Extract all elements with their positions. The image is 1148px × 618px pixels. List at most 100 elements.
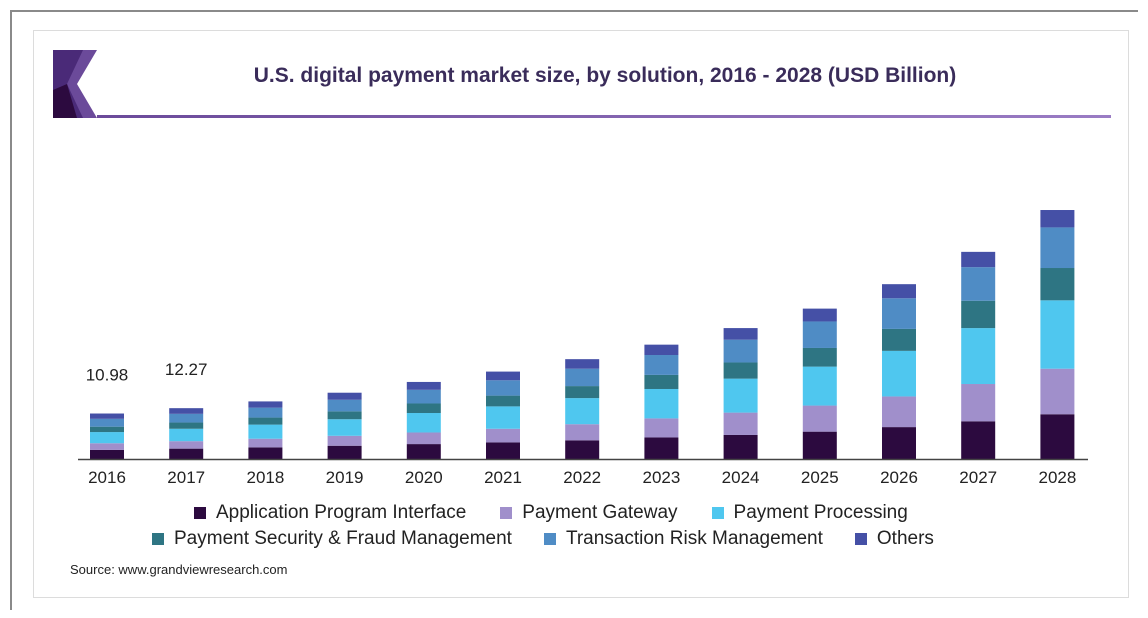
legend-item-gateway: Payment Gateway xyxy=(500,500,678,526)
bar-payment-security-fraud-management-2018 xyxy=(248,417,283,425)
bar-payment-processing-2027 xyxy=(961,328,996,385)
bar-transaction-risk-management-2016 xyxy=(90,418,124,427)
bar-payment-security-fraud-management-2027 xyxy=(961,300,996,329)
x-tick-label-2025: 2025 xyxy=(801,468,839,487)
bar-transaction-risk-management-2021 xyxy=(486,380,520,396)
bar-payment-gateway-2024 xyxy=(723,412,758,435)
bar-application-program-interface-2023 xyxy=(644,437,679,459)
bar-transaction-risk-management-2024 xyxy=(723,339,758,363)
bar-payment-gateway-2016 xyxy=(90,443,124,450)
x-tick-label-2017: 2017 xyxy=(167,468,205,487)
bar-application-program-interface-2028 xyxy=(1040,414,1075,459)
bar-others-2020 xyxy=(406,381,441,390)
bar-others-2024 xyxy=(723,328,758,340)
bar-payment-processing-2025 xyxy=(802,366,837,406)
bar-application-program-interface-2018 xyxy=(248,447,283,459)
chart-legend: Application Program Interface Payment Ga… xyxy=(150,500,1050,552)
x-tick-label-2018: 2018 xyxy=(246,468,284,487)
bar-payment-processing-2026 xyxy=(882,350,916,397)
bar-others-2026 xyxy=(882,284,916,299)
bar-payment-gateway-2018 xyxy=(248,438,283,448)
bar-payment-gateway-2020 xyxy=(406,432,441,445)
source-note: Source: www.grandviewresearch.com xyxy=(70,562,288,577)
bar-payment-security-fraud-management-2026 xyxy=(882,328,916,351)
x-tick-label-2020: 2020 xyxy=(405,468,443,487)
bar-payment-security-fraud-management-2028 xyxy=(1040,268,1075,301)
legend-label-others: Others xyxy=(876,528,934,549)
bar-others-2019 xyxy=(327,392,362,400)
legend-item-risk: Transaction Risk Management xyxy=(543,526,823,552)
bar-payment-processing-2021 xyxy=(486,406,520,429)
bar-transaction-risk-management-2027 xyxy=(961,267,996,301)
bar-others-2017 xyxy=(169,408,204,414)
stacked-bar-chart: 2016 2017 2018 2019 2020 2021 2022 2023 2024 2025… xyxy=(78,210,1088,487)
bar-transaction-risk-management-2023 xyxy=(644,355,679,375)
legend-item-api: Application Program Interface xyxy=(194,500,466,526)
x-tick-label-2026: 2026 xyxy=(880,468,918,487)
bar-payment-processing-2017 xyxy=(169,428,204,442)
chart-card xyxy=(33,30,1129,598)
grand-view-research-logo xyxy=(53,50,97,118)
legend-row-2: Payment Security & Fraud Management Tran… xyxy=(150,526,1050,552)
bar-payment-security-fraud-management-2021 xyxy=(486,395,520,407)
bar-payment-gateway-2026 xyxy=(882,396,916,428)
bar-payment-processing-2022 xyxy=(565,398,600,425)
bar-payment-gateway-2027 xyxy=(961,384,996,422)
bar-transaction-risk-management-2028 xyxy=(1040,227,1075,269)
x-tick-label-2022: 2022 xyxy=(563,468,601,487)
legend-label-gateway: Payment Gateway xyxy=(522,502,678,523)
bar-others-2028 xyxy=(1040,210,1075,228)
legend-swatch-others xyxy=(854,533,867,545)
bar-payment-gateway-2021 xyxy=(486,428,520,443)
legend-swatch-risk xyxy=(543,533,556,545)
bar-others-2021 xyxy=(486,371,520,381)
bar-payment-security-fraud-management-2023 xyxy=(644,374,679,389)
bar-transaction-risk-management-2020 xyxy=(406,389,441,404)
bar-application-program-interface-2017 xyxy=(169,448,204,459)
bar-payment-processing-2024 xyxy=(723,378,758,413)
bar-others-2025 xyxy=(802,308,837,322)
bar-payment-processing-2020 xyxy=(406,413,441,433)
bar-payment-processing-2023 xyxy=(644,388,679,419)
legend-swatch-gateway xyxy=(500,507,513,519)
bar-transaction-risk-management-2017 xyxy=(169,413,204,423)
legend-label-security: Payment Security & Fraud Management xyxy=(174,528,512,549)
bar-payment-gateway-2023 xyxy=(644,418,679,438)
frame-shadow xyxy=(10,10,1138,610)
bar-others-2023 xyxy=(644,344,679,356)
bar-transaction-risk-management-2018 xyxy=(248,407,283,418)
bar-payment-security-fraud-management-2022 xyxy=(565,386,600,399)
bar-application-program-interface-2020 xyxy=(406,444,441,459)
x-tick-label-2019: 2019 xyxy=(326,468,364,487)
bar-others-2027 xyxy=(961,251,996,268)
legend-label-processing: Payment Processing xyxy=(733,502,908,523)
bar-transaction-risk-management-2026 xyxy=(882,298,916,329)
bar-application-program-interface-2019 xyxy=(327,445,362,459)
bar-application-program-interface-2024 xyxy=(723,434,758,459)
bar-payment-gateway-2025 xyxy=(802,405,837,432)
bar-application-program-interface-2021 xyxy=(486,442,520,459)
x-tick-label-2024: 2024 xyxy=(722,468,760,487)
data-label-2016: 10.98 xyxy=(86,366,129,385)
data-label-2017: 12.27 xyxy=(165,360,208,379)
x-tick-label-2016: 2016 xyxy=(88,468,126,487)
bar-application-program-interface-2027 xyxy=(961,421,996,459)
legend-swatch-processing xyxy=(711,507,724,519)
bar-payment-processing-2028 xyxy=(1040,300,1075,369)
bar-transaction-risk-management-2025 xyxy=(802,321,837,348)
bar-payment-gateway-2019 xyxy=(327,435,362,446)
x-tick-label-2027: 2027 xyxy=(959,468,997,487)
legend-item-security: Payment Security & Fraud Management xyxy=(152,526,512,552)
bar-transaction-risk-management-2022 xyxy=(565,368,600,387)
legend-swatch-security xyxy=(152,533,164,545)
bar-payment-security-fraud-management-2016 xyxy=(90,426,124,433)
bar-others-2022 xyxy=(565,359,600,369)
bar-application-program-interface-2026 xyxy=(882,427,916,459)
legend-item-others: Others xyxy=(854,526,934,552)
bar-others-2016 xyxy=(90,413,124,419)
bar-application-program-interface-2022 xyxy=(565,440,600,459)
bar-application-program-interface-2025 xyxy=(802,431,837,459)
legend-item-processing: Payment Processing xyxy=(711,500,908,526)
bar-payment-gateway-2017 xyxy=(169,441,204,449)
bar-application-program-interface-2016 xyxy=(90,449,124,459)
